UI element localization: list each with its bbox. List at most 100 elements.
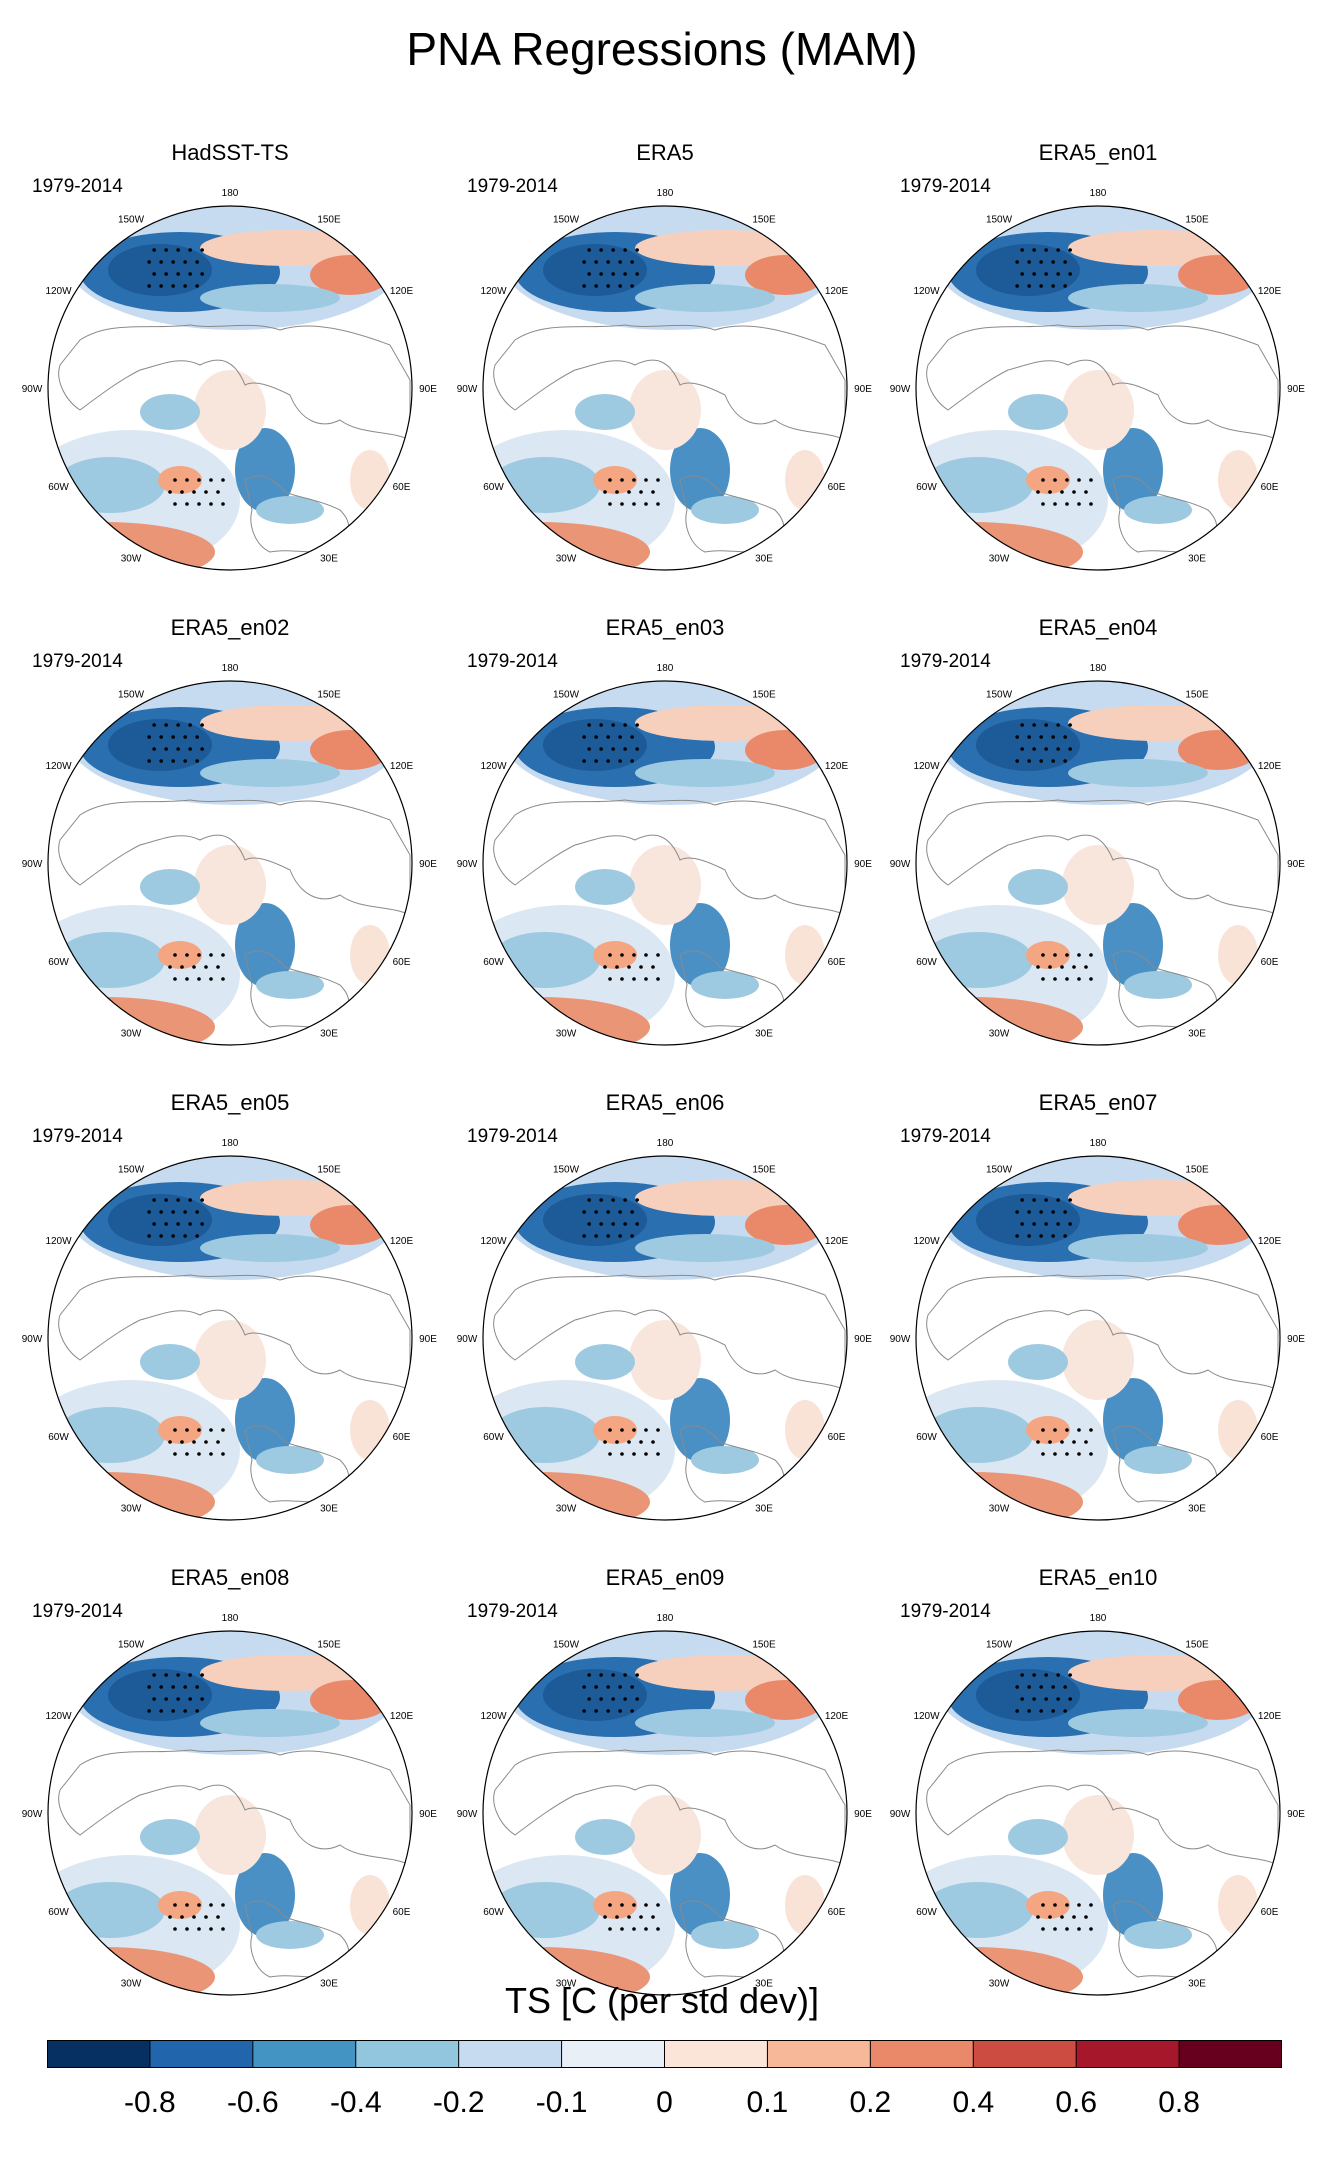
significance-dot bbox=[620, 502, 624, 506]
significance-dot bbox=[171, 1685, 175, 1689]
longitude-label: 60W bbox=[483, 482, 504, 493]
longitude-label: 120W bbox=[480, 286, 507, 297]
arctic-anomaly bbox=[1062, 1320, 1134, 1400]
longitude-label: 150W bbox=[118, 214, 145, 225]
significance-dot bbox=[1068, 1222, 1072, 1226]
significance-dot bbox=[173, 1428, 177, 1432]
colorbar-tick-label: 0.6 bbox=[1055, 2086, 1097, 2119]
significance-dot bbox=[632, 1452, 636, 1456]
significance-dot bbox=[1036, 965, 1040, 969]
pacific-anomaly bbox=[976, 1194, 1080, 1246]
significance-dot bbox=[1051, 260, 1055, 264]
significance-dot bbox=[1041, 977, 1045, 981]
significance-dot bbox=[1065, 977, 1069, 981]
map-boundary bbox=[915, 205, 1281, 571]
longitude-label: 150E bbox=[752, 1639, 776, 1650]
significance-dot bbox=[1048, 1440, 1052, 1444]
significance-dot bbox=[582, 759, 586, 763]
panel-period: 1979-2014 bbox=[900, 651, 991, 672]
significance-dot bbox=[632, 502, 636, 506]
significance-dot bbox=[1084, 965, 1088, 969]
atlantic-anomaly bbox=[1026, 1416, 1070, 1444]
longitude-label: 120E bbox=[825, 286, 849, 297]
significance-dot bbox=[630, 759, 634, 763]
significance-dot bbox=[173, 1452, 177, 1456]
significance-dot bbox=[594, 1709, 598, 1713]
significance-dot bbox=[1041, 1903, 1045, 1907]
significance-dot bbox=[168, 490, 172, 494]
significance-dot bbox=[209, 502, 213, 506]
significance-dot bbox=[632, 1927, 636, 1931]
pacific-anomaly bbox=[108, 719, 212, 771]
pacific-anomaly bbox=[635, 1234, 775, 1262]
significance-dot bbox=[1039, 1234, 1043, 1238]
significance-dot bbox=[204, 490, 208, 494]
pacific-anomaly bbox=[635, 284, 775, 312]
canada-anomaly bbox=[1008, 869, 1068, 905]
significance-dot bbox=[183, 735, 187, 739]
significance-dot bbox=[1051, 735, 1055, 739]
longitude-label: 150E bbox=[752, 214, 776, 225]
map-panel: ERA51979-2014180150E120E90E60E30E030W60W… bbox=[455, 140, 875, 580]
significance-dot bbox=[221, 1452, 225, 1456]
significance-dot bbox=[1068, 1198, 1072, 1202]
significance-dot bbox=[1015, 260, 1019, 264]
significance-dot bbox=[209, 977, 213, 981]
panel-title: ERA5_en08 bbox=[170, 1565, 290, 1590]
longitude-label: 150W bbox=[553, 1164, 580, 1175]
atlantic-anomaly bbox=[1026, 1891, 1070, 1919]
colorbar-tick-label: 0.4 bbox=[952, 2086, 994, 2119]
polar-map: 180150E120E90E60E30E030W60W90W120W150W bbox=[22, 663, 437, 1046]
europe-anomaly bbox=[235, 903, 295, 987]
significance-dot bbox=[615, 965, 619, 969]
significance-dot bbox=[159, 1685, 163, 1689]
arctic-anomaly bbox=[194, 1320, 266, 1400]
longitude-label: 30W bbox=[121, 554, 142, 565]
longitude-label: 90W bbox=[890, 1334, 911, 1345]
significance-dot bbox=[221, 1428, 225, 1432]
significance-dot bbox=[611, 1673, 615, 1677]
longitude-label: 90E bbox=[419, 1334, 437, 1345]
longitude-label: 180 bbox=[657, 663, 674, 674]
map-panel: ERA5_en091979-2014180150E120E90E60E30E03… bbox=[455, 1565, 875, 2005]
pacific-anomaly bbox=[1068, 1234, 1208, 1262]
longitude-label: 150E bbox=[317, 689, 341, 700]
longitude-label: 150W bbox=[553, 1639, 580, 1650]
panel-title: ERA5_en05 bbox=[170, 1090, 290, 1115]
significance-dot bbox=[587, 248, 591, 252]
longitude-label: 90W bbox=[457, 859, 478, 870]
significance-dot bbox=[152, 747, 156, 751]
significance-dot bbox=[635, 272, 639, 276]
significance-dot bbox=[1053, 478, 1057, 482]
longitude-label: 30W bbox=[989, 1979, 1010, 1990]
significance-dot bbox=[632, 1428, 636, 1432]
significance-dot bbox=[195, 260, 199, 264]
panel-period: 1979-2014 bbox=[467, 1601, 558, 1622]
asia-anomaly bbox=[350, 1400, 390, 1460]
pacific-anomaly bbox=[1068, 284, 1208, 312]
significance-dot bbox=[1089, 977, 1093, 981]
significance-dot bbox=[651, 1915, 655, 1919]
significance-dot bbox=[608, 1903, 612, 1907]
significance-dot bbox=[200, 747, 204, 751]
map-boundary bbox=[47, 1155, 413, 1521]
significance-dot bbox=[195, 1210, 199, 1214]
significance-dot bbox=[608, 1428, 612, 1432]
asia-anomaly bbox=[1218, 925, 1258, 985]
significance-dot bbox=[1027, 735, 1031, 739]
significance-dot bbox=[1027, 1234, 1031, 1238]
significance-dot bbox=[173, 1927, 177, 1931]
canada-anomaly bbox=[140, 1344, 200, 1380]
significance-dot bbox=[1044, 1222, 1048, 1226]
significance-dot bbox=[635, 1697, 639, 1701]
significance-dot bbox=[1063, 1685, 1067, 1689]
europe-anomaly bbox=[1124, 1921, 1192, 1949]
longitude-label: 150E bbox=[317, 214, 341, 225]
significance-dot bbox=[1065, 1927, 1069, 1931]
longitude-label: 120E bbox=[825, 761, 849, 772]
significance-dot bbox=[152, 723, 156, 727]
colorbar-tick-label: 0.8 bbox=[1158, 2086, 1200, 2119]
significance-dot bbox=[168, 1440, 172, 1444]
significance-dot bbox=[587, 1198, 591, 1202]
coastline bbox=[58, 324, 411, 441]
